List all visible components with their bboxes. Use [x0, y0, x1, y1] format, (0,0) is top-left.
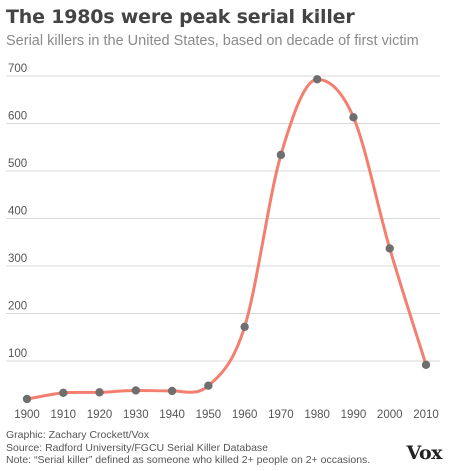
data-point-1940 — [167, 386, 177, 396]
data-point-1950 — [204, 381, 213, 390]
data-point-1980 — [312, 75, 322, 84]
data-point-1900 — [22, 394, 32, 404]
data-point-1970 — [276, 150, 286, 160]
x-tick-label: 1940 — [159, 409, 185, 421]
x-tick-label: 1980 — [304, 409, 330, 421]
x-tick-label: 1990 — [341, 409, 367, 421]
data-point-1910 — [59, 388, 68, 398]
x-tick-label: 2010 — [413, 409, 439, 421]
data-point-2000 — [385, 244, 394, 253]
x-tick-label: 1970 — [268, 409, 294, 421]
y-tick-label: 700 — [8, 63, 27, 75]
note-text: Note: “Serial killer” defined as someone… — [6, 454, 371, 466]
x-tick-label: 1960 — [232, 409, 258, 421]
y-tick-label: 400 — [8, 206, 27, 218]
chart-title: The 1980s were peak serial killer — [6, 6, 355, 28]
x-tick-label: 1930 — [123, 409, 149, 421]
y-tick-label: 200 — [8, 301, 27, 313]
x-tick-label: 2000 — [377, 409, 403, 421]
source-credit: Source: Radford University/FGCU Serial K… — [6, 441, 269, 454]
x-tick-label: 1920 — [87, 409, 113, 421]
y-tick-label: 300 — [8, 253, 27, 265]
data-point-1960 — [240, 322, 249, 331]
y-tick-label: 500 — [8, 158, 27, 170]
x-tick-label: 1910 — [50, 409, 76, 421]
chart-subtitle: Serial killers in the United States, bas… — [6, 33, 419, 49]
data-point-2010 — [421, 360, 431, 369]
data-point-1990 — [349, 113, 358, 122]
y-tick-label: 600 — [8, 111, 27, 123]
chart-footer: Graphic: Zachary Crockett/Vox Source: Ra… — [6, 429, 370, 467]
x-tick-label: 1950 — [196, 409, 222, 421]
graphic-credit: Graphic: Zachary Crockett/Vox — [6, 429, 149, 441]
vox-logo: Vox — [406, 442, 443, 464]
series-line — [25, 77, 428, 401]
line-chart: 100 200 300 400 500 600 700 1900 1910 1920 1930 194… — [6, 63, 440, 421]
y-tick-label: 100 — [8, 348, 27, 360]
x-tick-label: 1900 — [14, 409, 40, 421]
data-point-1930 — [131, 386, 141, 395]
data-point-1920 — [95, 388, 104, 397]
